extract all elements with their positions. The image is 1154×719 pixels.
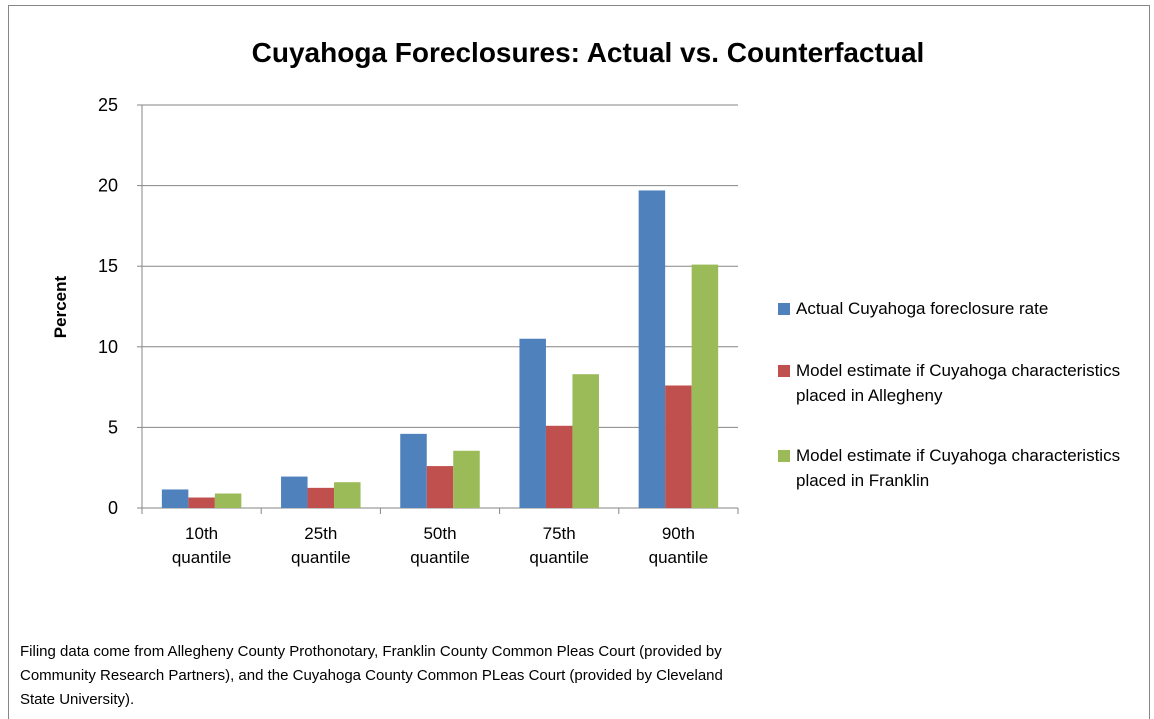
legend-label: Actual Cuyahoga foreclosure rate — [796, 299, 1049, 318]
chart-border — [8, 5, 1150, 719]
bar — [691, 264, 719, 508]
x-tick-label: 50th quantile — [410, 524, 470, 567]
bar — [426, 466, 454, 508]
x-tick-label: 90th quantile — [648, 524, 709, 567]
x-tick-label: 10th quantile — [171, 524, 232, 567]
bar — [665, 385, 692, 508]
legend-label: Model estimate if Cuyahoga characteristi… — [796, 446, 1121, 490]
bar — [572, 374, 599, 508]
bar — [638, 190, 666, 508]
bar — [188, 497, 215, 508]
y-tick-label: 20 — [98, 176, 118, 196]
y-tick-label: 25 — [98, 95, 118, 115]
y-axis-label: Percent — [51, 275, 70, 338]
x-tick-label: 25th quantile — [291, 524, 351, 567]
bar — [519, 338, 546, 508]
legend-swatch — [778, 303, 790, 315]
bar — [281, 476, 308, 508]
legend-item: Model estimate if Cuyahoga characteristi… — [778, 443, 1154, 493]
y-tick-label: 15 — [98, 256, 118, 276]
legend-item: Actual Cuyahoga foreclosure rate — [778, 296, 1154, 321]
bar — [334, 482, 361, 508]
bar — [307, 487, 335, 508]
legend-swatch — [778, 450, 790, 462]
y-tick-label: 5 — [108, 417, 118, 437]
chart-title: Cuyahoga Foreclosures: Actual vs. Counte… — [252, 37, 925, 68]
bar — [214, 493, 242, 508]
legend-label: Model estimate if Cuyahoga characteristi… — [796, 361, 1121, 405]
footnote: Filing data come from Allegheny County P… — [20, 643, 723, 708]
x-tick-label: 75th quantile — [529, 524, 589, 567]
bar — [161, 489, 189, 508]
y-tick-label: 0 — [108, 498, 118, 518]
legend-swatch — [778, 365, 790, 377]
y-tick-label: 10 — [98, 337, 118, 357]
legend-item: Model estimate if Cuyahoga characteristi… — [778, 358, 1154, 408]
bar — [453, 450, 480, 508]
bar — [545, 425, 573, 508]
bar — [400, 433, 427, 508]
